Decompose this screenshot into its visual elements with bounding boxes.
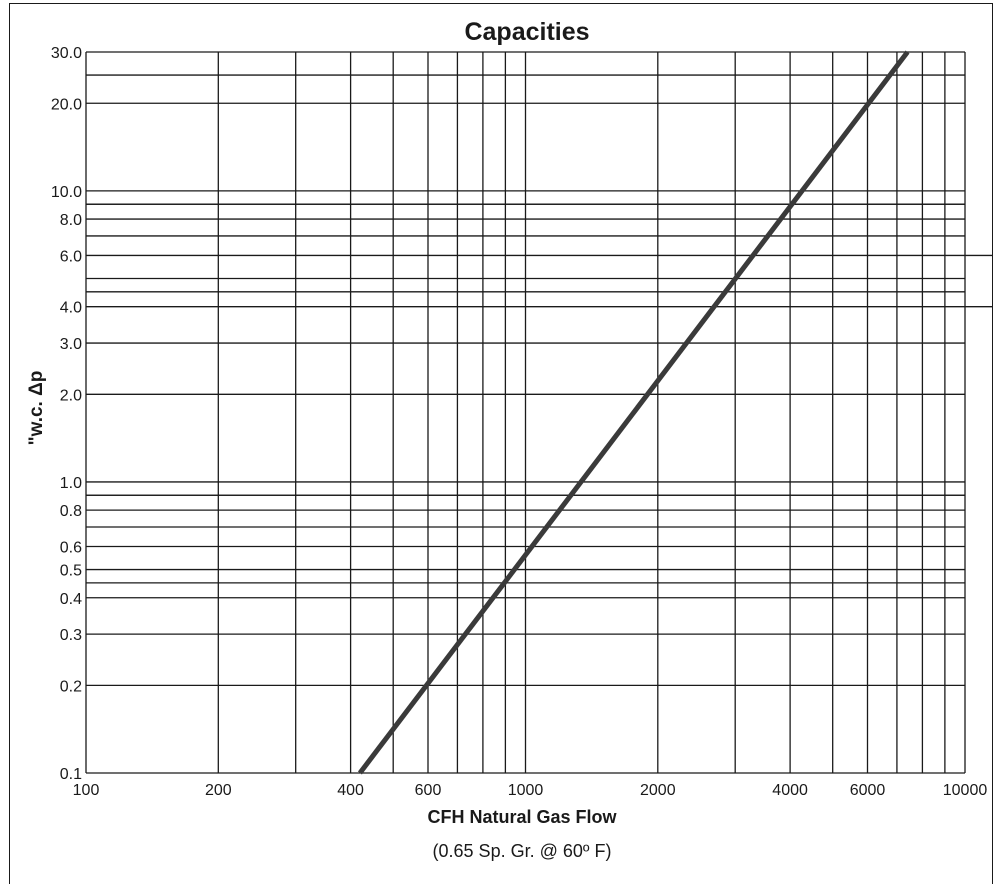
y-tick-labels: 0.1 0.2 0.3 0.4 0.5 0.6 0.8 1.0 2.0 3.0 4.0 6.0 8.0 1… [51,45,82,783]
x-tick-labels: 100 200 400 600 1000 2000 4000 6000 10000 [73,782,988,799]
x-axis-note: (0.65 Sp. Gr. @ 60º F) [433,841,612,861]
y-tick-label: 0.3 [60,627,82,644]
capacity-line [357,50,910,775]
y-tick-label: 8.0 [60,212,82,229]
horizontal-grid [86,51,993,774]
x-tick-label: 4000 [772,782,808,799]
y-tick-label: 0.2 [60,678,82,695]
vertical-grid [85,52,966,773]
y-tick-label: 0.8 [60,503,82,520]
chart-title: Capacities [464,18,589,46]
y-tick-label: 0.6 [60,540,82,557]
series-group [357,50,910,775]
x-tick-label: 400 [337,782,364,799]
x-tick-label: 1000 [508,782,544,799]
y-tick-label: 4.0 [60,300,82,317]
y-tick-label: 2.0 [60,387,82,404]
x-axis-label: CFH Natural Gas Flow [427,807,617,827]
y-tick-label: 0.5 [60,563,82,580]
y-tick-label: 3.0 [60,336,82,353]
x-tick-label: 100 [73,782,100,799]
y-tick-label: 10.0 [51,184,82,201]
x-tick-label: 2000 [640,782,676,799]
y-tick-label: 6.0 [60,248,82,265]
x-tick-label: 200 [205,782,232,799]
y-tick-label: 1.0 [60,475,82,492]
x-tick-label: 10000 [943,782,988,799]
y-tick-label: 0.4 [60,591,82,608]
x-tick-label: 600 [415,782,442,799]
chart-frame [9,3,993,884]
y-tick-label: 0.1 [60,766,82,783]
y-tick-label: 20.0 [51,96,82,113]
x-tick-label: 6000 [850,782,886,799]
y-axis-label: "w.c. Δp [26,371,47,446]
y-tick-label: 30.0 [51,45,82,62]
